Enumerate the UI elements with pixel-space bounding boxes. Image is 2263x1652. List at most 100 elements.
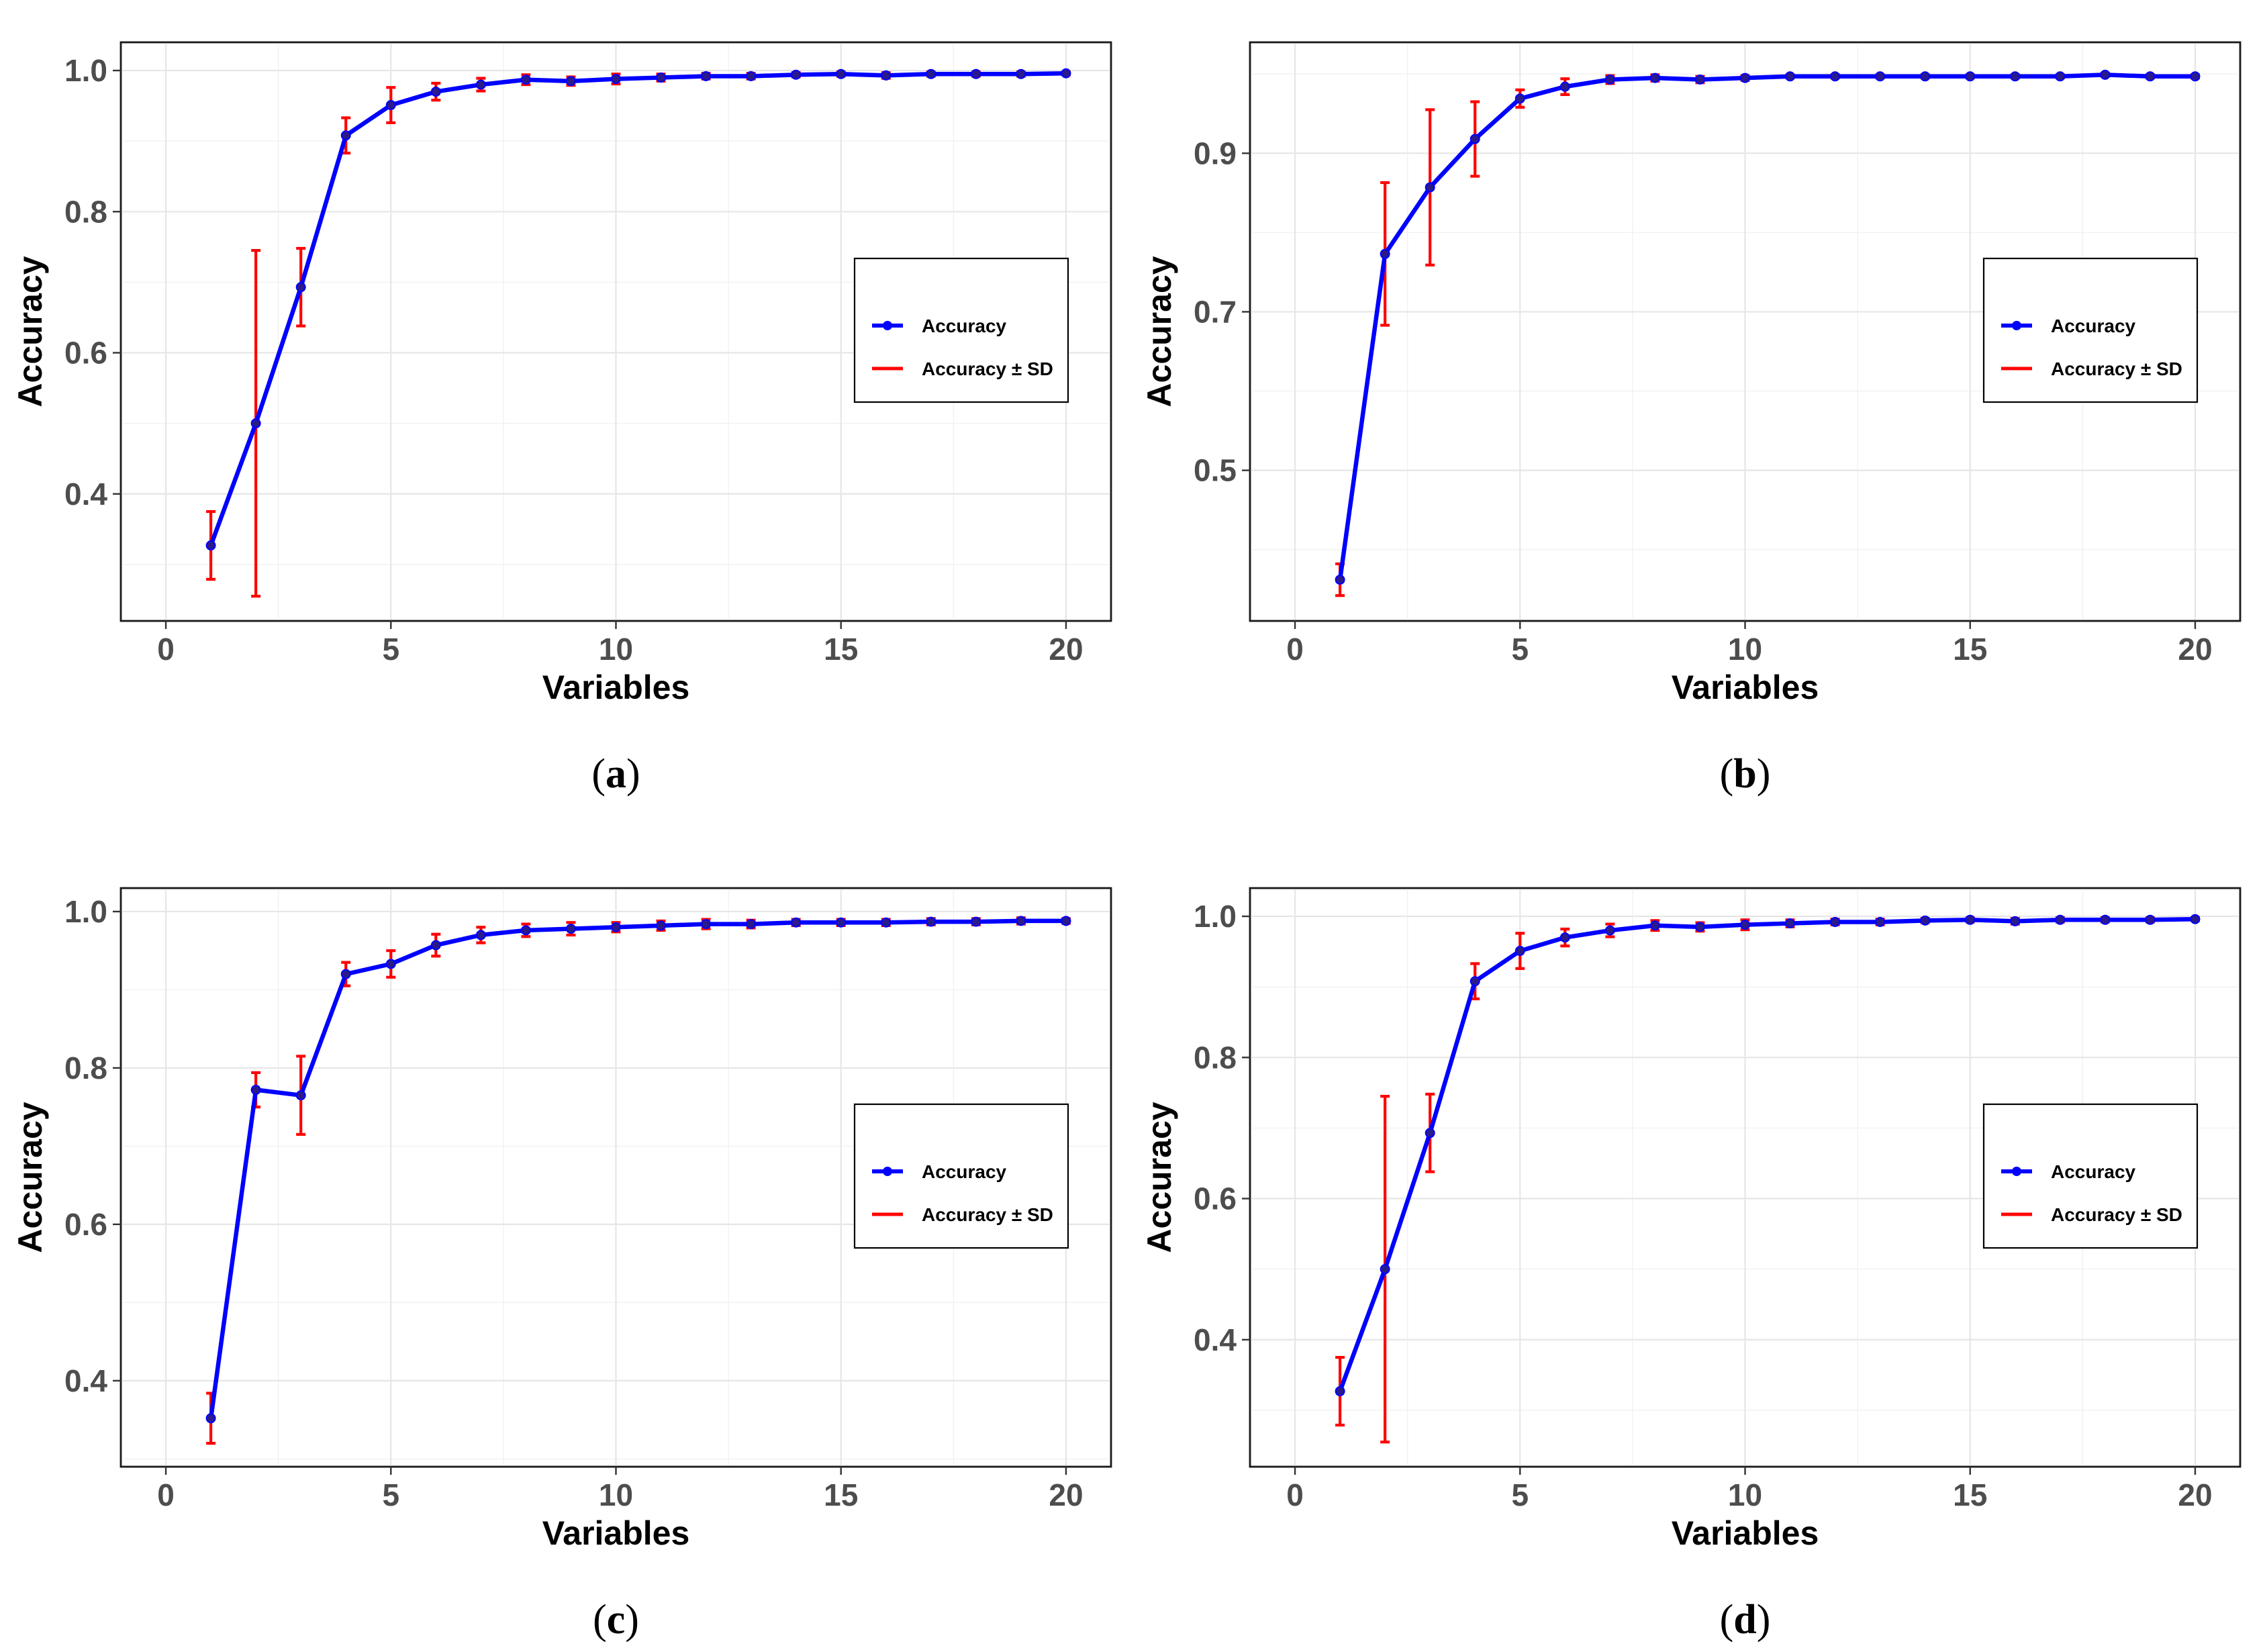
panel-caption-b: (b) <box>1720 751 1771 797</box>
legend-label-accuracy: Accuracy <box>2051 1161 2136 1182</box>
data-point <box>205 1413 216 1424</box>
data-point <box>1016 916 1026 926</box>
legend-label-accuracy: Accuracy <box>922 1161 1007 1182</box>
data-point <box>791 69 802 80</box>
y-tick-label: 0.8 <box>64 194 107 229</box>
data-point <box>701 919 712 930</box>
data-point <box>791 917 802 928</box>
data-point <box>1875 916 1886 927</box>
gridlines-a <box>121 42 1111 621</box>
data-point <box>565 76 576 87</box>
x-tick-label: 0 <box>1286 632 1304 667</box>
series-accuracy-a <box>205 68 1071 598</box>
data-point <box>656 920 667 931</box>
data-point <box>2010 916 2021 926</box>
legend-label-sd: Accuracy ± SD <box>922 1204 1053 1225</box>
data-point <box>1740 920 1750 930</box>
data-point <box>565 924 576 934</box>
data-point <box>295 1090 306 1101</box>
data-point <box>1694 74 1705 85</box>
data-point <box>926 68 936 79</box>
data-point <box>881 70 892 81</box>
x-tick-label: 20 <box>1049 1477 1083 1512</box>
data-point <box>1694 922 1705 932</box>
data-point <box>656 72 667 83</box>
data-point <box>1875 71 1886 82</box>
data-point <box>205 540 216 551</box>
data-point <box>971 68 981 79</box>
y-tick-label: 0.4 <box>64 1363 107 1398</box>
legend-key-accuracy-point <box>2012 321 2021 330</box>
data-point <box>836 68 847 79</box>
x-axis-title: Variables <box>1672 669 1819 706</box>
data-point <box>1425 1128 1435 1138</box>
y-tick-label: 0.7 <box>1194 294 1237 329</box>
legend-a: Accuracy Accuracy ± SD <box>853 257 1069 403</box>
x-tick-label: 15 <box>824 1477 858 1512</box>
legend-box <box>853 257 1069 403</box>
data-point <box>1559 932 1570 943</box>
data-point <box>475 79 486 90</box>
y-tick-label: 0.5 <box>1194 453 1237 488</box>
x-tick-label: 15 <box>1953 632 1987 667</box>
legend-label-sd: Accuracy ± SD <box>2051 358 2182 379</box>
x-tick-label: 5 <box>382 1477 399 1512</box>
x-axis-title: Variables <box>542 1514 690 1552</box>
legend-box <box>853 1103 1069 1249</box>
series-accuracy-d <box>1335 914 2201 1444</box>
data-point <box>2055 71 2066 82</box>
x-tick-label: 0 <box>157 1477 175 1512</box>
data-point <box>926 916 936 927</box>
legend-label-sd: Accuracy ± SD <box>922 358 1053 379</box>
legend-box <box>1982 1103 2199 1249</box>
x-tick-label: 15 <box>824 632 858 667</box>
data-point <box>2100 914 2111 925</box>
legend-box <box>1982 257 2199 403</box>
x-axis-title: Variables <box>542 669 690 706</box>
accuracy-line <box>1338 917 2196 1392</box>
data-point <box>836 917 847 928</box>
legend-key-accuracy-point <box>883 1167 892 1176</box>
y-tick-label: 0.8 <box>64 1051 107 1085</box>
y-tick-label: 0.6 <box>64 336 107 371</box>
legend-b: Accuracy Accuracy ± SD <box>1982 257 2199 403</box>
data-point <box>1604 74 1615 85</box>
y-tick-label: 1.0 <box>64 894 107 929</box>
data-point <box>1604 925 1615 936</box>
data-point <box>1649 72 1660 83</box>
panel-caption-a: (a) <box>591 751 640 797</box>
x-tick-label: 10 <box>599 632 633 667</box>
data-point <box>1649 920 1660 931</box>
data-point <box>1016 68 1026 79</box>
x-tick-label: 20 <box>1049 632 1083 667</box>
data-point <box>250 418 261 429</box>
data-point <box>2145 914 2156 925</box>
x-tick-label: 5 <box>1511 1477 1529 1512</box>
y-tick-label: 0.8 <box>1194 1040 1237 1075</box>
x-tick-label: 5 <box>382 632 399 667</box>
x-axis-title: Variables <box>1672 1514 1819 1552</box>
accuracy-line <box>209 71 1067 546</box>
data-point <box>1830 71 1841 82</box>
data-point <box>1920 71 1931 82</box>
data-point <box>1740 72 1750 83</box>
data-point <box>2010 71 2021 82</box>
y-tick-label: 0.4 <box>64 477 107 512</box>
data-point <box>2145 71 2156 82</box>
y-tick-label: 1.0 <box>64 53 107 88</box>
data-point <box>2190 914 2201 924</box>
x-tick-label: 15 <box>1953 1477 1987 1512</box>
legend-c: Accuracy Accuracy ± SD <box>853 1103 1069 1249</box>
legend-key-accuracy-point <box>883 321 892 330</box>
data-point <box>881 917 892 928</box>
y-axis-title: Accuracy <box>1141 1102 1178 1253</box>
data-point <box>1559 81 1570 92</box>
data-point <box>2100 69 2111 80</box>
legend-label-sd: Accuracy ± SD <box>2051 1204 2182 1225</box>
legend-d: Accuracy Accuracy ± SD <box>1982 1103 2199 1249</box>
accuracy-line <box>1337 72 2195 581</box>
panel-caption-c: (c) <box>593 1597 639 1643</box>
